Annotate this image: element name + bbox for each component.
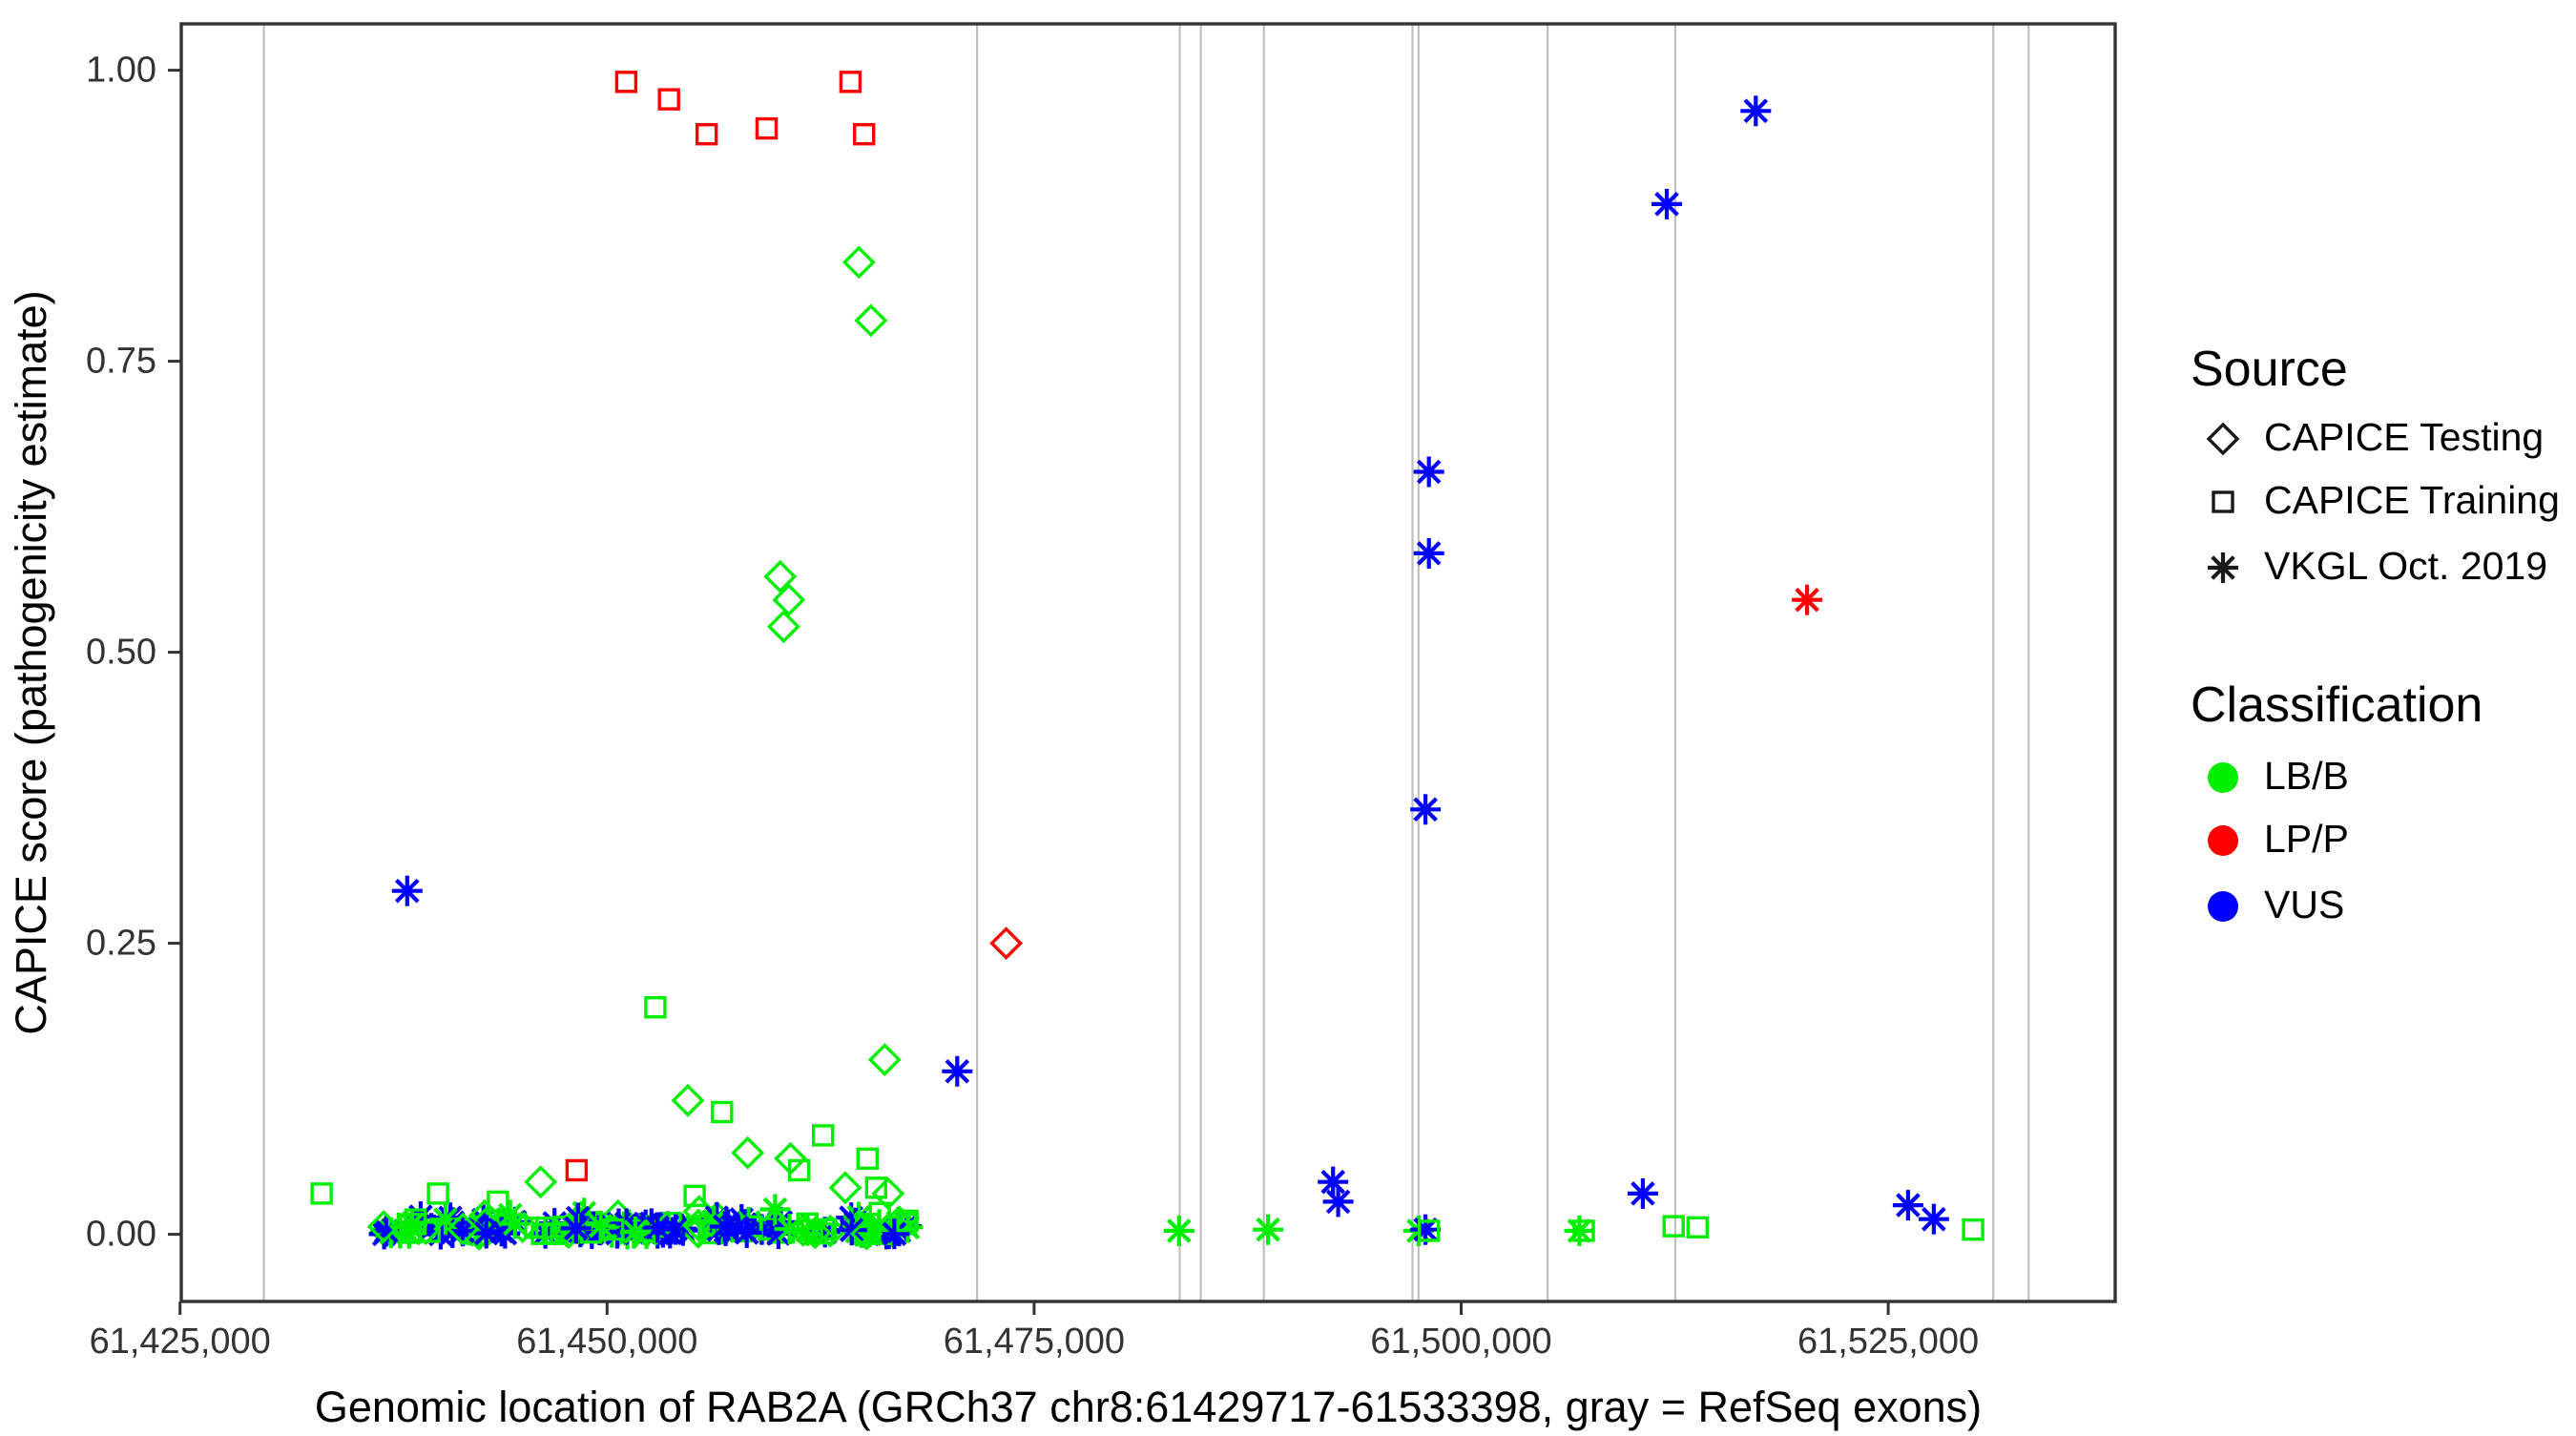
svg-text:LB/B: LB/B bbox=[2264, 754, 2349, 798]
svg-text:Classification: Classification bbox=[2191, 677, 2483, 733]
svg-text:61,450,000: 61,450,000 bbox=[516, 1322, 697, 1362]
svg-text:61,475,000: 61,475,000 bbox=[944, 1322, 1125, 1362]
svg-text:61,500,000: 61,500,000 bbox=[1370, 1322, 1551, 1362]
svg-text:0.00: 0.00 bbox=[86, 1215, 156, 1255]
svg-text:LP/P: LP/P bbox=[2264, 817, 2349, 861]
svg-text:CAPICE Training: CAPICE Training bbox=[2264, 478, 2560, 522]
svg-text:Genomic location of RAB2A (GRC: Genomic location of RAB2A (GRCh37 chr8:6… bbox=[315, 1383, 1982, 1431]
svg-text:CAPICE Testing: CAPICE Testing bbox=[2264, 415, 2544, 459]
svg-text:61,425,000: 61,425,000 bbox=[90, 1322, 271, 1362]
svg-text:Source: Source bbox=[2191, 342, 2348, 397]
svg-text:VUS: VUS bbox=[2264, 883, 2344, 926]
svg-text:1.00: 1.00 bbox=[86, 51, 156, 91]
svg-text:61,525,000: 61,525,000 bbox=[1797, 1322, 1979, 1362]
svg-text:0.50: 0.50 bbox=[86, 633, 156, 673]
svg-text:VKGL Oct. 2019: VKGL Oct. 2019 bbox=[2264, 544, 2547, 588]
svg-text:0.75: 0.75 bbox=[86, 342, 156, 382]
svg-text:CAPICE score (pathogenicity es: CAPICE score (pathogenicity estimate) bbox=[7, 290, 55, 1034]
svg-text:0.25: 0.25 bbox=[86, 924, 156, 964]
